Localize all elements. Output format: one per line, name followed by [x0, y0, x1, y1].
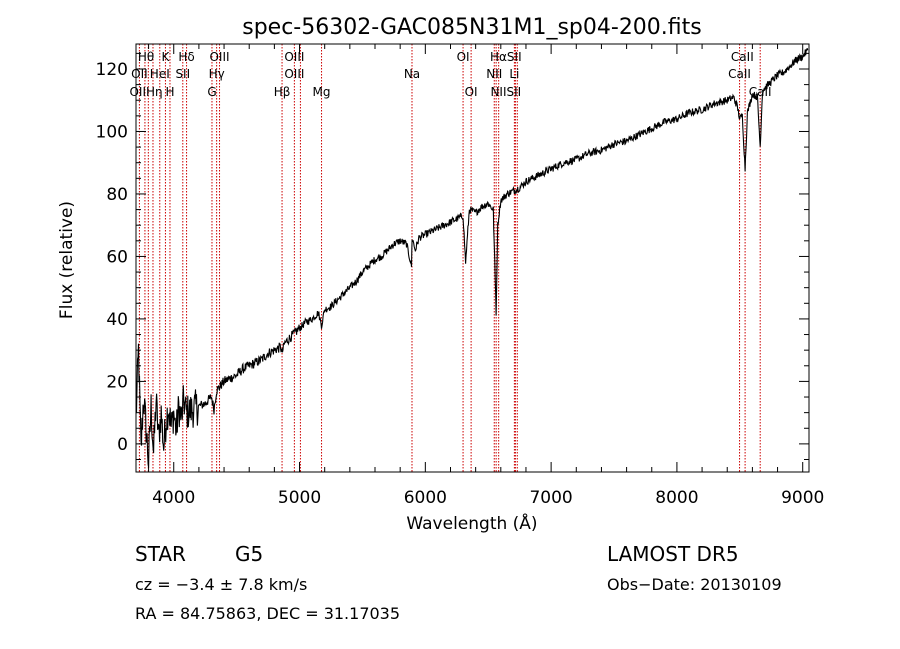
- line-label: Mg: [313, 85, 331, 99]
- x-tick-label: 9000: [781, 488, 824, 508]
- spectrum-line: [135, 48, 809, 468]
- line-label: Hβ: [274, 85, 291, 99]
- survey-name: LAMOST DR5: [607, 542, 739, 566]
- y-tick-label: 0: [117, 435, 128, 455]
- y-axis-label: Flux (relative): [57, 201, 77, 319]
- x-tick-label: 7000: [529, 488, 572, 508]
- y-tick-label: 120: [96, 60, 128, 80]
- object-class: STAR: [135, 542, 186, 566]
- line-label: SII: [175, 67, 190, 81]
- line-label: OII: [131, 67, 148, 81]
- line-label: H: [165, 85, 174, 99]
- coordinates: RA = 84.75863, DEC = 31.17035: [135, 604, 400, 623]
- observation-date: Obs−Date: 20130109: [607, 575, 782, 594]
- line-label: Hθ: [138, 50, 154, 64]
- y-tick-label: 20: [106, 372, 128, 392]
- line-label: OIII: [209, 50, 229, 64]
- chart-title: spec-56302-GAC085N31M1_sp04-200.fits: [242, 15, 702, 40]
- line-label: OI: [457, 50, 470, 64]
- y-tick-label: 80: [106, 185, 128, 205]
- line-label: NII: [486, 67, 502, 81]
- x-tick-label: 4000: [152, 488, 195, 508]
- line-label: Hδ: [178, 50, 194, 64]
- line-labels: Hθ K Hδ OIII OIII OI HαSII CaII OII HeI SII Hγ OIII N…: [129, 50, 771, 99]
- line-label: OIII: [284, 50, 304, 64]
- y-tick-label: 60: [106, 247, 128, 267]
- x-axis-ticks: 4000 5000 6000 7000 8000 9000: [148, 44, 824, 508]
- line-label: NIISII: [490, 85, 521, 99]
- x-axis-label: Wavelength (Å): [406, 512, 537, 534]
- object-subclass: G5: [235, 542, 263, 566]
- plot-frame: [135, 43, 810, 473]
- redshift-velocity: cz = −3.4 ± 7.8 km/s: [135, 575, 307, 594]
- y-tick-label: 40: [106, 310, 128, 330]
- x-tick-label: 6000: [404, 488, 447, 508]
- line-label: Na: [404, 67, 420, 81]
- line-label: Li: [509, 67, 519, 81]
- line-label: HαSII: [490, 50, 522, 64]
- line-label: OIII: [284, 67, 304, 81]
- line-label: CaII: [728, 67, 751, 81]
- line-label: OIIHη: [129, 85, 162, 99]
- line-label: OI: [465, 85, 478, 99]
- line-label: Hγ: [209, 67, 225, 81]
- x-tick-label: 8000: [655, 488, 698, 508]
- y-axis-ticks: 0 20 40 60 80 100 120: [96, 52, 809, 461]
- y-tick-label: 100: [96, 122, 128, 142]
- line-label: CaII: [731, 50, 754, 64]
- x-tick-label: 5000: [278, 488, 321, 508]
- line-label: HeI: [150, 67, 170, 81]
- line-label: G: [207, 85, 216, 99]
- line-label: K: [161, 50, 170, 64]
- line-markers: [138, 44, 761, 472]
